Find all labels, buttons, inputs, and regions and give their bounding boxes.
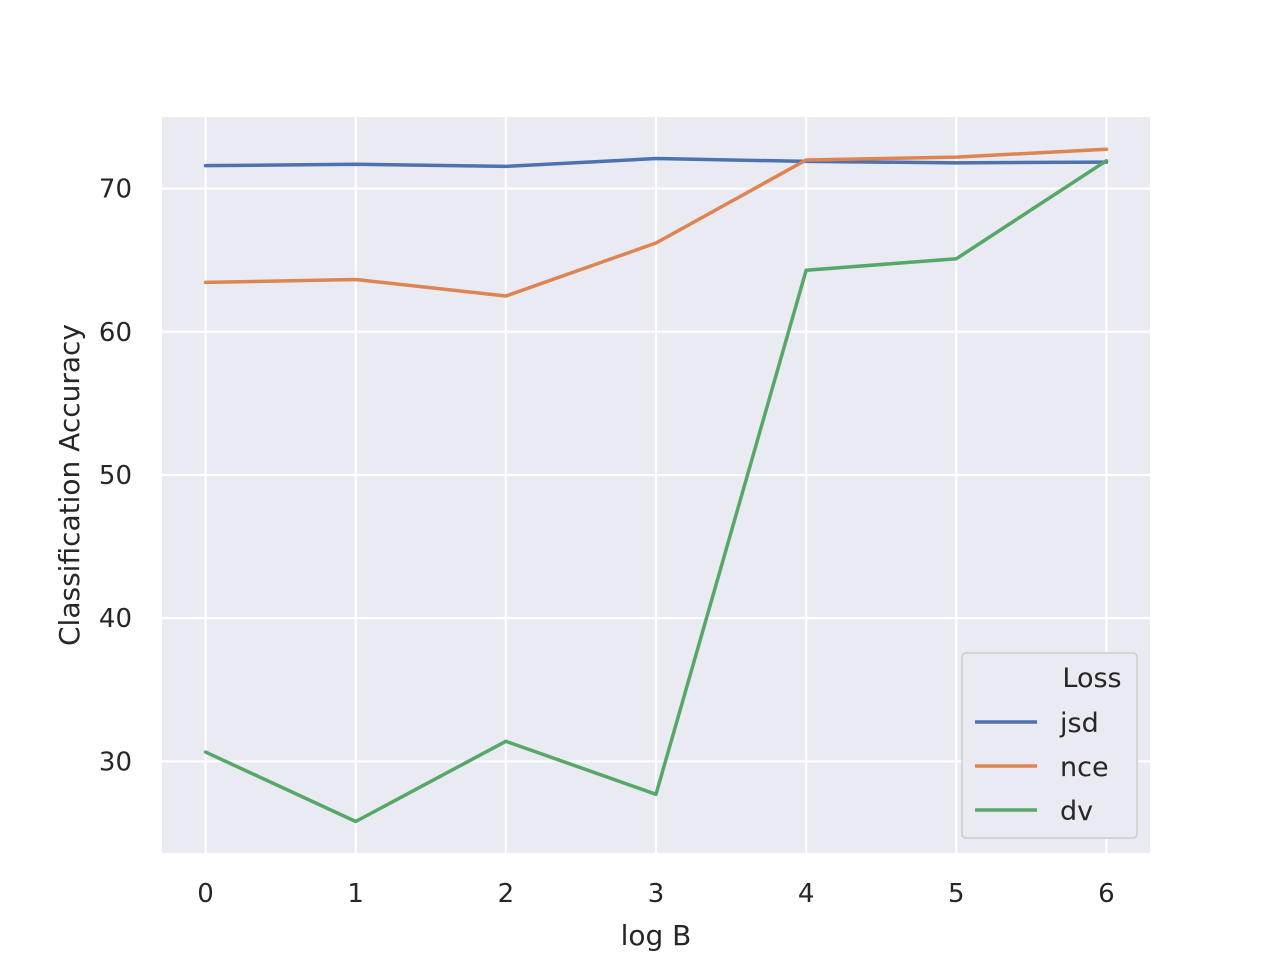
legend: Loss jsd nce dv — [961, 652, 1138, 839]
legend-entries: jsd nce dv — [975, 708, 1109, 827]
y-tick-label: 40 — [99, 604, 132, 634]
legend-box — [961, 652, 1138, 839]
x-gridlines — [204, 117, 1108, 853]
y-tick-label: 30 — [99, 747, 132, 777]
x-tick-label: 6 — [1098, 879, 1115, 909]
x-tick-label: 3 — [648, 879, 665, 909]
y-tick-label: 70 — [99, 175, 132, 205]
series-line-dv — [203, 158, 1109, 824]
x-tick-label: 5 — [948, 879, 965, 909]
legend-label-dv: dv — [1060, 796, 1093, 827]
series-lines — [203, 147, 1109, 824]
y-axis-label: Classification Accuracy — [53, 324, 86, 646]
legend-label-jsd: jsd — [1059, 708, 1099, 739]
x-axis-label: log B — [621, 919, 692, 952]
series-line-nce — [203, 147, 1109, 298]
y-tick-label: 50 — [99, 461, 132, 491]
legend-title: Loss — [1062, 663, 1121, 694]
series-line-jsd — [203, 156, 1109, 169]
x-tick-label: 4 — [798, 879, 815, 909]
x-tick-label: 0 — [197, 879, 214, 909]
x-tick-labels: 0 1 2 3 4 5 6 — [197, 879, 1114, 909]
y-tick-label: 60 — [99, 318, 132, 348]
x-tick-label: 2 — [498, 879, 515, 909]
y-tick-labels: 30 40 50 60 70 — [99, 175, 132, 778]
legend-label-nce: nce — [1060, 752, 1109, 783]
x-tick-label: 1 — [347, 879, 364, 909]
